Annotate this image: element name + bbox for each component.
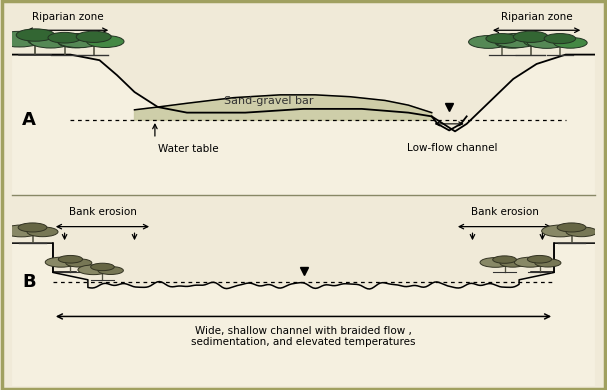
- Circle shape: [18, 223, 47, 232]
- Circle shape: [2, 225, 40, 237]
- Circle shape: [76, 31, 111, 43]
- Text: Bank erosion: Bank erosion: [470, 207, 538, 216]
- Circle shape: [557, 223, 586, 232]
- Text: Low-flow channel: Low-flow channel: [407, 143, 497, 152]
- Circle shape: [541, 225, 579, 237]
- Circle shape: [469, 35, 509, 48]
- Circle shape: [554, 37, 587, 48]
- Circle shape: [46, 257, 77, 267]
- Circle shape: [90, 263, 114, 271]
- Circle shape: [27, 227, 58, 237]
- Circle shape: [98, 266, 123, 275]
- Polygon shape: [12, 55, 595, 195]
- Circle shape: [16, 29, 55, 41]
- Circle shape: [58, 36, 93, 48]
- Text: Bank erosion: Bank erosion: [69, 207, 137, 216]
- Text: Riparian zone: Riparian zone: [32, 12, 103, 22]
- Circle shape: [524, 35, 561, 48]
- Circle shape: [30, 34, 72, 48]
- Circle shape: [494, 34, 538, 48]
- Circle shape: [480, 257, 511, 267]
- Circle shape: [78, 265, 109, 275]
- Circle shape: [48, 32, 81, 43]
- Circle shape: [566, 227, 597, 237]
- Text: A: A: [22, 111, 36, 129]
- Circle shape: [544, 34, 575, 44]
- Circle shape: [57, 34, 101, 48]
- Circle shape: [500, 259, 526, 267]
- Circle shape: [514, 257, 546, 267]
- Circle shape: [527, 35, 567, 48]
- Polygon shape: [12, 243, 595, 386]
- Circle shape: [495, 37, 529, 48]
- Text: Riparian zone: Riparian zone: [501, 12, 572, 22]
- Text: Sand-gravel bar: Sand-gravel bar: [224, 96, 313, 106]
- Circle shape: [87, 35, 124, 48]
- Circle shape: [486, 34, 517, 44]
- Circle shape: [58, 255, 83, 263]
- Text: Water table: Water table: [158, 144, 219, 154]
- Circle shape: [66, 259, 92, 267]
- Circle shape: [535, 259, 561, 267]
- Polygon shape: [135, 95, 432, 120]
- Circle shape: [0, 31, 44, 47]
- Circle shape: [493, 256, 517, 263]
- Circle shape: [514, 31, 548, 43]
- Circle shape: [527, 255, 552, 263]
- Text: Wide, shallow channel with braided flow ,
sedimentation, and elevated temperatur: Wide, shallow channel with braided flow …: [191, 326, 416, 347]
- Circle shape: [28, 34, 69, 47]
- Text: B: B: [22, 273, 36, 291]
